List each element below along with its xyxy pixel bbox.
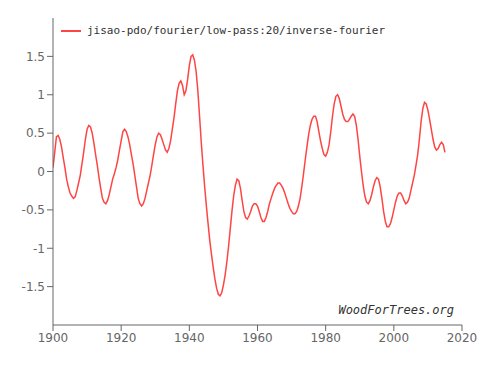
svg-text:1940: 1940 — [174, 331, 205, 345]
svg-text:1960: 1960 — [242, 331, 273, 345]
svg-text:2000: 2000 — [379, 331, 410, 345]
svg-text:1.5: 1.5 — [26, 50, 45, 64]
html-text:jisao-pdo/fourier/low-pass:20/: jisao-pdo/fourier/low-pass:20/inverse-fo… — [87, 24, 385, 37]
svg-text:1900: 1900 — [38, 331, 69, 345]
svg-text:1: 1 — [37, 88, 45, 102]
svg-text:-0.5: -0.5 — [22, 203, 45, 217]
html-text:WoodForTrees.org: WoodForTrees.org — [338, 303, 454, 317]
svg-text:0: 0 — [37, 165, 45, 179]
svg-text:-1.5: -1.5 — [22, 280, 45, 294]
svg-text:2020: 2020 — [447, 331, 478, 345]
svg-text:1920: 1920 — [106, 331, 137, 345]
svg-text:-1: -1 — [33, 242, 45, 256]
svg-text:1980: 1980 — [310, 331, 341, 345]
svg-text:0.5: 0.5 — [26, 126, 45, 140]
